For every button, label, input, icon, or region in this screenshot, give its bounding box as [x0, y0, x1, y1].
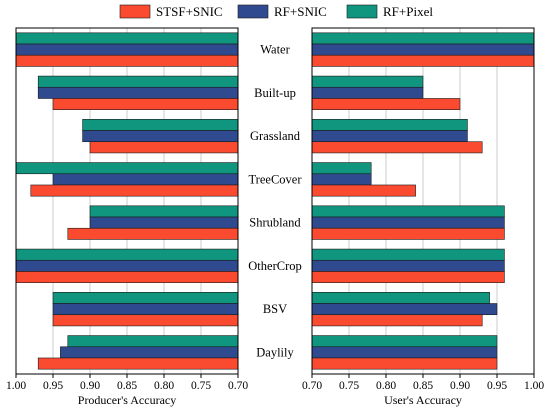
- category-label-bsv: BSV: [263, 302, 287, 316]
- x-axis-title: User's Accuracy: [384, 393, 462, 407]
- x-tick-label: 0.70: [302, 380, 322, 392]
- bar-treecover-rf-pixel: [15, 162, 239, 175]
- bar-shrubland-stsf-snic: [67, 227, 239, 240]
- x-tick-label: 0.95: [43, 380, 63, 392]
- bar-shrubland-rf-pixel: [89, 205, 239, 218]
- bar-built-up-stsf-snic: [52, 98, 239, 110]
- bar-grassland-rf-pixel: [82, 119, 239, 131]
- bar-grassland-rf-snic: [82, 130, 239, 143]
- bar-treecover-rf-snic: [52, 173, 239, 186]
- x-tick-label: 0.85: [413, 380, 433, 392]
- bar-water-stsf-snic: [15, 54, 239, 67]
- users-accuracy-panel: 0.70 0.75 0.80 0.85 0.90 0.95 1.00 User's Accur…: [302, 27, 544, 407]
- x-tick-label: 0.80: [376, 380, 396, 392]
- x-tick-label: 1.00: [6, 380, 26, 392]
- x-tick-label: 0.85: [117, 380, 137, 392]
- bar-built-up-rf-pixel: [311, 75, 424, 88]
- producers-accuracy-panel: 1.00 0.95 0.90 0.85 0.80 0.75 0.70 Producer's A…: [6, 27, 248, 407]
- bar-bsv-rf-snic: [311, 303, 498, 316]
- bar-water-rf-pixel: [15, 32, 239, 45]
- bar-grassland-stsf-snic: [311, 141, 483, 154]
- bar-daylily-rf-pixel: [311, 335, 498, 348]
- legend: STSF+SNIC RF+SNIC RF+Pixel: [119, 4, 433, 19]
- bar-treecover-stsf-snic: [30, 184, 239, 197]
- bar-water-rf-pixel: [311, 32, 535, 45]
- bar-water-rf-snic: [15, 43, 239, 56]
- category-label-othercrop: OtherCrop: [248, 259, 301, 273]
- bar-daylily-rf-pixel: [67, 335, 239, 348]
- x-axis-title: Producer's Accuracy: [78, 393, 176, 407]
- category-label-daylily: Daylily: [256, 345, 294, 359]
- bar-othercrop-rf-snic: [15, 259, 239, 272]
- bar-built-up-stsf-snic: [311, 98, 461, 110]
- bar-bsv-stsf-snic: [52, 314, 239, 327]
- bar-bsv-rf-pixel: [311, 292, 490, 304]
- bar-bsv-rf-snic: [52, 303, 239, 316]
- bar-othercrop-stsf-snic: [15, 271, 239, 283]
- bar-water-stsf-snic: [311, 54, 535, 67]
- bar-bsv-rf-pixel: [52, 292, 239, 304]
- x-tick-label: 0.75: [191, 380, 211, 392]
- bar-othercrop-stsf-snic: [311, 271, 505, 283]
- category-label-built-up: Built-up: [254, 86, 296, 100]
- bar-daylily-stsf-snic: [311, 357, 498, 370]
- x-tick-label: 0.90: [450, 380, 470, 392]
- bar-shrubland-rf-pixel: [311, 205, 505, 218]
- x-tick-label: 1.00: [524, 380, 544, 392]
- legend-label-stsf-snic: STSF+SNIC: [156, 4, 223, 19]
- x-tick-label: 0.90: [80, 380, 100, 392]
- legend-swatch-stsf-snic: [119, 4, 151, 19]
- bar-othercrop-rf-snic: [311, 259, 505, 272]
- bar-daylily-stsf-snic: [37, 357, 239, 370]
- x-tick-label: 0.95: [487, 380, 507, 392]
- bar-built-up-rf-snic: [37, 86, 239, 99]
- category-label-treecover: TreeCover: [248, 172, 302, 186]
- legend-swatch-rf-pixel: [346, 4, 378, 19]
- bar-bsv-stsf-snic: [311, 314, 483, 327]
- category-label-water: Water: [260, 43, 290, 57]
- bar-treecover-rf-pixel: [311, 162, 372, 175]
- legend-label-rf-pixel: RF+Pixel: [383, 4, 433, 19]
- bar-built-up-rf-snic: [311, 86, 424, 99]
- bar-othercrop-rf-pixel: [311, 248, 505, 261]
- x-tick-label: 0.70: [228, 380, 248, 392]
- x-tick-label: 0.80: [154, 380, 174, 392]
- legend-swatch-rf-snic: [237, 4, 269, 19]
- legend-label-rf-snic: RF+SNIC: [274, 4, 327, 19]
- bar-grassland-stsf-snic: [89, 141, 239, 154]
- bar-water-rf-snic: [311, 43, 535, 56]
- bar-built-up-rf-pixel: [37, 75, 239, 88]
- bar-shrubland-rf-snic: [89, 216, 239, 229]
- bar-daylily-rf-snic: [311, 346, 498, 359]
- bar-othercrop-rf-pixel: [15, 248, 239, 261]
- bar-treecover-stsf-snic: [311, 184, 416, 197]
- bar-shrubland-stsf-snic: [311, 227, 505, 240]
- bar-grassland-rf-snic: [311, 130, 468, 143]
- bar-treecover-rf-snic: [311, 173, 372, 186]
- category-label-shrubland: Shrubland: [249, 216, 301, 230]
- bar-daylily-rf-snic: [60, 346, 239, 359]
- x-tick-label: 0.75: [339, 380, 359, 392]
- bar-grassland-rf-pixel: [311, 119, 468, 131]
- bar-shrubland-rf-snic: [311, 216, 505, 229]
- category-labels: Water Built-up Grassland TreeCover Shrubland…: [248, 43, 302, 360]
- category-label-grassland: Grassland: [250, 129, 301, 143]
